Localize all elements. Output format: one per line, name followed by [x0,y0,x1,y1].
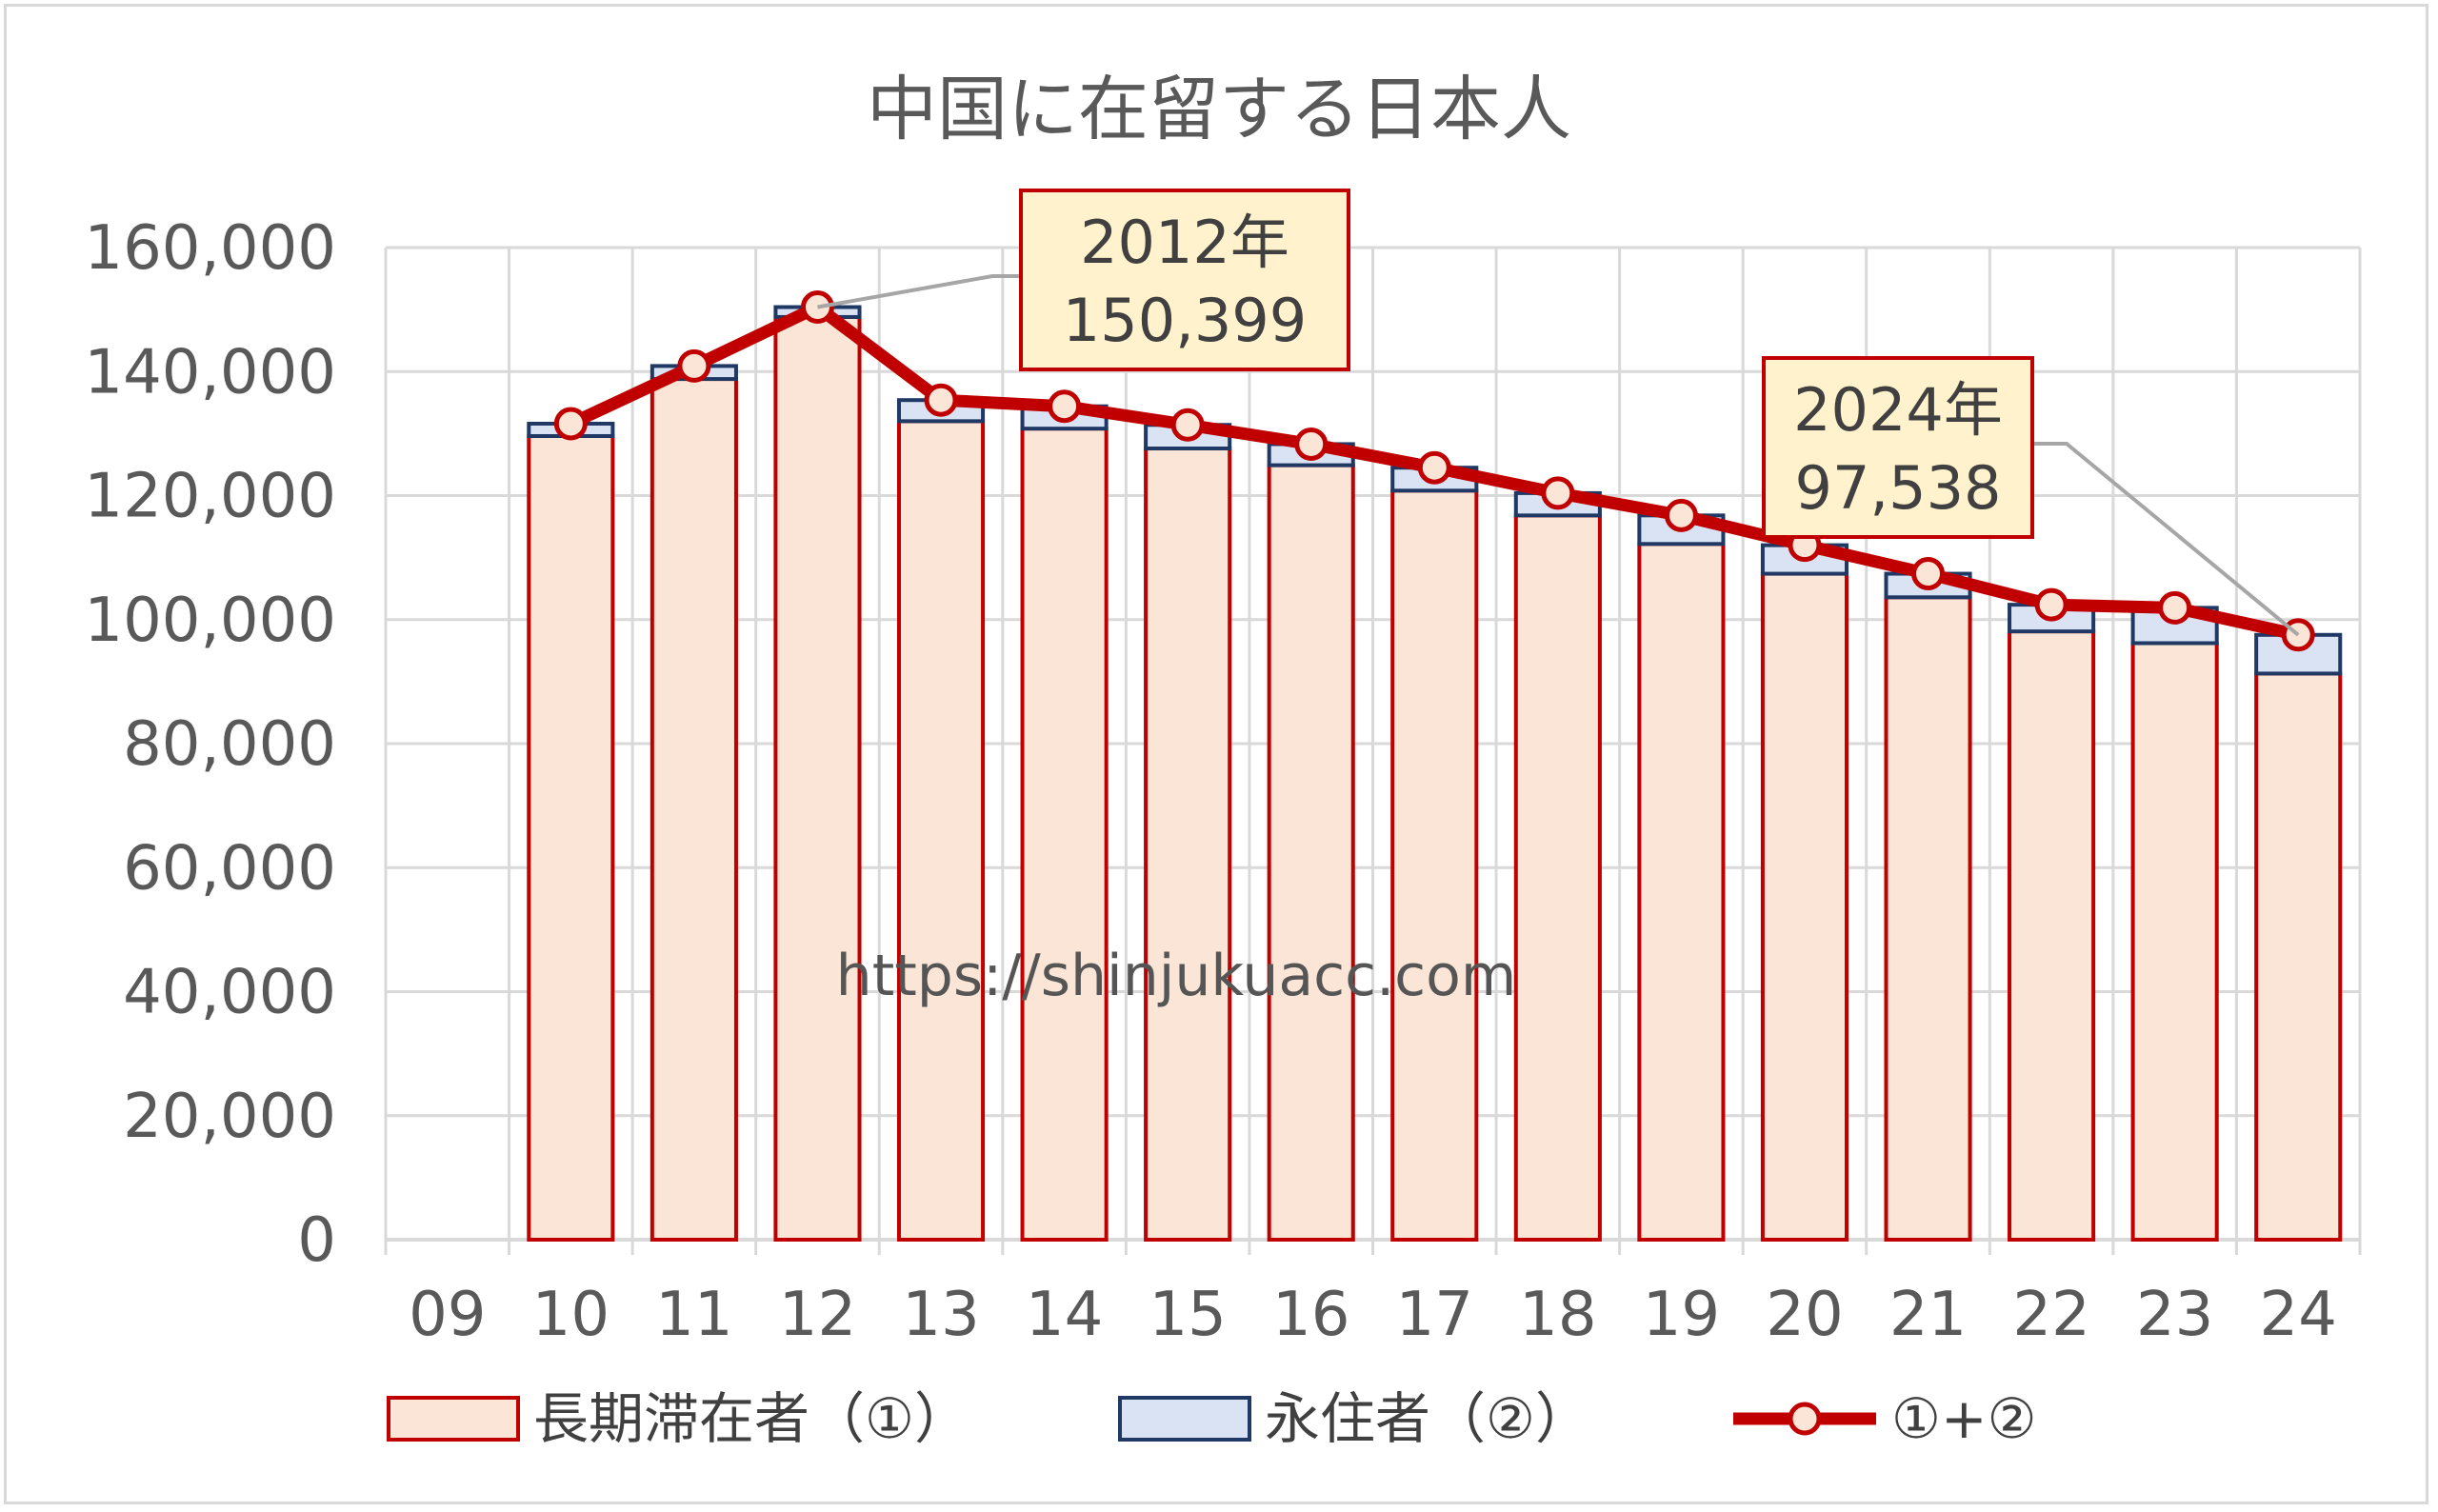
y-tick-label: 60,000 [123,833,336,904]
line-series [553,290,2315,652]
callout-year: 2024年 [1793,375,2003,445]
y-tick-label: 20,000 [123,1082,336,1152]
bar-long-term [1760,571,1849,1242]
callouts: 2012年 150,399 2024年 97,538 [817,189,2300,637]
total-marker [1294,427,1329,461]
x-tick-label: 11 [655,1280,732,1350]
chart-title: 中国に在留する日本人 [867,69,1571,150]
y-tick-label: 0 [297,1205,336,1276]
y-tick-label: 80,000 [123,709,336,780]
bar-long-term [1637,542,1726,1242]
bar-long-term [2008,629,2096,1242]
axes: 0 20,000 40,000 60,000 80,000 100,000 120,000 1… [84,213,2360,1350]
x-tick-label: 19 [1643,1280,1720,1350]
y-tick-label: 100,000 [84,586,336,656]
y-tick-label: 120,000 [84,462,336,532]
bar-long-term [1884,595,1972,1242]
total-marker [2158,590,2192,625]
x-tick-label: 21 [1889,1280,1967,1350]
x-tick-label: 14 [1026,1280,1103,1350]
callout-value: 97,538 [1795,453,2002,523]
legend-marker-total [1788,1402,1822,1436]
bar-long-term [649,377,738,1242]
x-tick-label: 16 [1272,1280,1349,1350]
total-marker [553,407,588,441]
total-marker [924,383,958,417]
bar-long-term [2254,671,2343,1242]
total-marker [2034,587,2068,622]
y-tick-label: 140,000 [84,337,336,408]
x-tick-label: 22 [2012,1280,2089,1350]
callout-leader [2032,442,2300,637]
bar-long-term [2130,641,2219,1242]
legend: 長期滞在者（①） 永住者（②） ①+② [387,1386,2037,1451]
x-tick-label: 17 [1396,1280,1473,1350]
x-tick-label: 12 [779,1280,856,1350]
total-marker [1048,389,1082,424]
x-tick-label: 20 [1766,1280,1843,1350]
x-tick-label: 18 [1519,1280,1596,1350]
legend-label-permanent: 永住者（②） [1265,1386,1590,1451]
callout-box [1762,356,2034,539]
total-marker [1664,498,1698,532]
x-tick-label: 09 [409,1280,486,1350]
bar-long-term [1020,427,1109,1243]
callout-year: 2012年 [1080,208,1289,277]
bar-long-term [1144,447,1232,1242]
x-tick-label: 15 [1149,1280,1226,1350]
total-marker [1170,408,1205,442]
x-tick-label: 10 [532,1280,610,1350]
bar-long-term [1267,463,1355,1242]
legend-swatch-long-term [387,1396,520,1442]
total-marker [1417,450,1451,485]
total-marker [677,348,711,383]
legend-label-long-term: 長期滞在者（①） [533,1386,969,1451]
bar-long-term [527,433,615,1243]
watermark-text: https://shinjukuacc.com [836,943,1517,1009]
bar-long-term [1390,488,1479,1242]
callout-box [1019,189,1350,371]
callout-value: 150,399 [1063,286,1307,355]
total-marker [1541,476,1575,510]
legend-swatch-permanent [1118,1396,1251,1442]
x-tick-label: 13 [902,1280,979,1350]
x-tick-label: 24 [2260,1280,2337,1350]
bar-long-term [1513,513,1602,1242]
total-marker [1911,557,1946,591]
bar-long-term [773,314,862,1242]
callout-leader [817,274,1021,309]
legend-label-total: ①+② [1891,1386,2037,1451]
y-tick-label: 40,000 [123,958,336,1028]
y-tick-label: 160,000 [84,213,336,284]
x-tick-label: 23 [2136,1280,2213,1350]
bar-long-term [896,419,986,1243]
